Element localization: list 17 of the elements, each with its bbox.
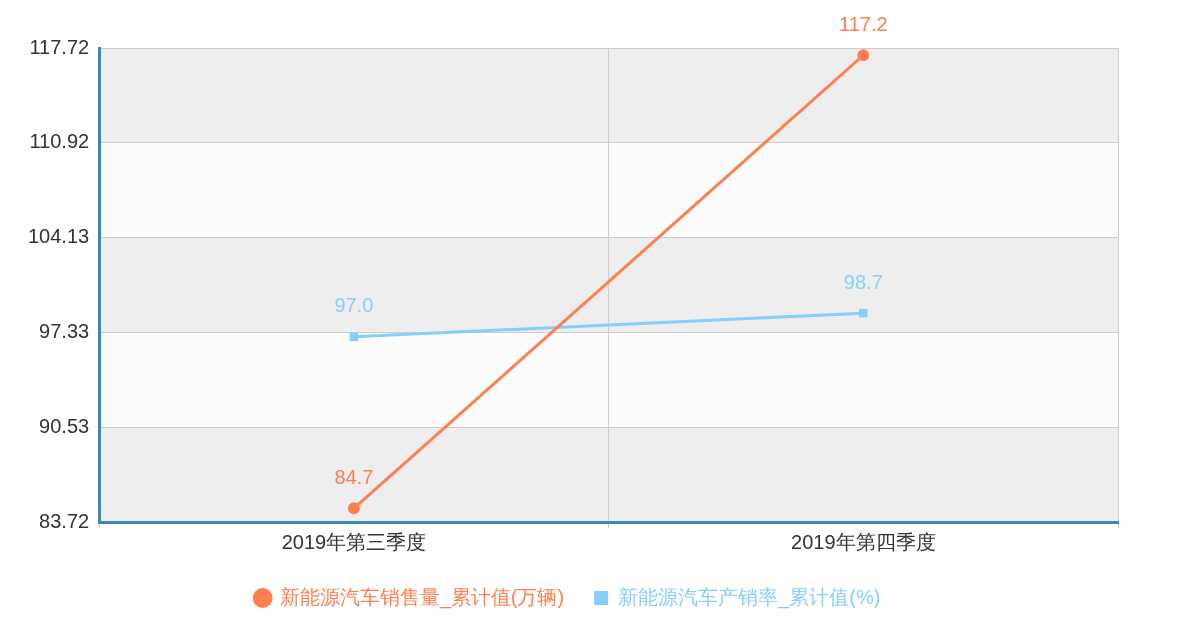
point xyxy=(347,502,360,515)
data-label: 97.0 xyxy=(334,294,374,317)
legend-label: 新能源汽车销售量_累计值(万辆) xyxy=(279,585,565,609)
y-tick-label: 117.72 xyxy=(29,35,90,58)
data-label: 84.7 xyxy=(334,465,374,488)
y-tick-label: 110.92 xyxy=(29,130,90,153)
y-tick-label: 104.13 xyxy=(28,224,90,247)
data-label: 98.7 xyxy=(843,270,883,293)
y-tick-label: 83.72 xyxy=(39,509,90,532)
legend-label: 新能源汽车产销率_累计值(%) xyxy=(618,585,881,609)
x-tick-label: 2019年第三季度 xyxy=(281,530,427,553)
point xyxy=(857,49,870,62)
y-tick-label: 90.53 xyxy=(39,414,90,437)
x-tick-label: 2019年第四季度 xyxy=(791,530,936,553)
data-label: 117.2 xyxy=(839,12,888,35)
y-tick-label: 97.33 xyxy=(39,319,90,342)
point xyxy=(859,308,868,318)
